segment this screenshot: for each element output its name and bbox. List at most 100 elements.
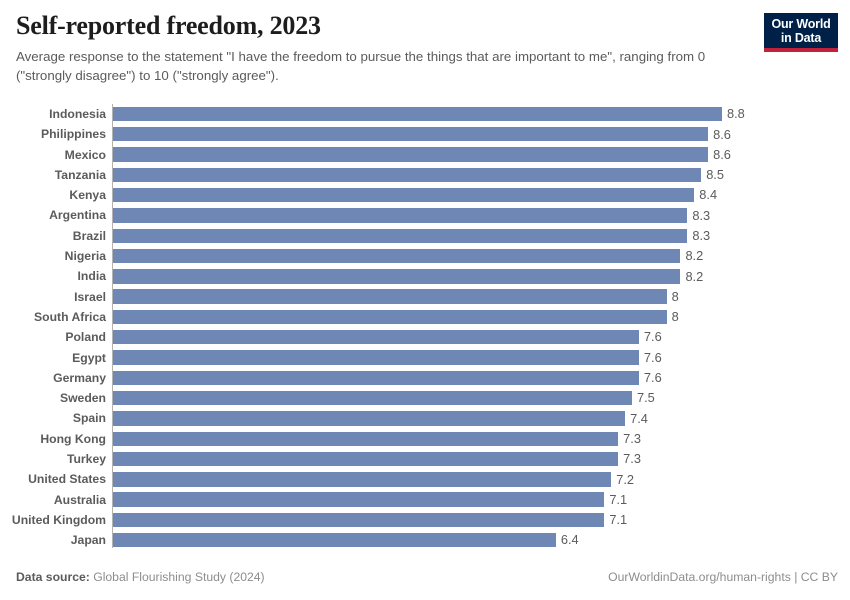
- bar-value-label: 7.3: [623, 430, 641, 446]
- bar-category-label: Egypt: [72, 350, 106, 365]
- bar-value-label: 7.5: [637, 390, 655, 406]
- bar-category-label: Hong Kong: [40, 431, 106, 446]
- bar-row[interactable]: Indonesia 8.8: [0, 104, 850, 124]
- bar-category-label: Turkey: [66, 452, 106, 467]
- bar-row[interactable]: Australia 7.1: [0, 490, 850, 510]
- bar[interactable]: [113, 147, 709, 162]
- data-source-value: Global Flourishing Study (2024): [93, 570, 265, 584]
- bar-value-label: 8: [671, 309, 679, 325]
- bar-category-label: Spain: [72, 411, 106, 426]
- bar-value-label: 7.6: [643, 329, 662, 345]
- bar[interactable]: [113, 431, 619, 446]
- bar-value-label: 6.4: [560, 532, 579, 548]
- bar[interactable]: [113, 228, 688, 243]
- bar-category-label: Sweden: [59, 391, 106, 406]
- bar-track: 8.8: [113, 106, 745, 122]
- bar[interactable]: [113, 187, 695, 203]
- bar-category-label: Argentina: [49, 208, 106, 223]
- bar[interactable]: [113, 289, 667, 304]
- bar-row[interactable]: Japan 6.4: [0, 530, 850, 550]
- bar-row[interactable]: Hong Kong 7.3: [0, 429, 850, 449]
- page-title: Self-reported freedom, 2023: [16, 11, 321, 40]
- bar-category-label: Brazil: [72, 228, 106, 243]
- bar-track: 7.3: [113, 431, 641, 446]
- bar-row[interactable]: Spain 7.4: [0, 408, 850, 428]
- bar-row[interactable]: Israel 8: [0, 287, 850, 307]
- bar-track: 6.4: [113, 532, 579, 548]
- logo-line-2: in Data: [780, 31, 822, 45]
- data-source-label: Data source:: [16, 570, 90, 584]
- bar[interactable]: [113, 370, 639, 386]
- bar-track: 8.6: [113, 147, 731, 162]
- bar-category-label: Kenya: [69, 188, 106, 203]
- bar-track: 7.2: [113, 472, 634, 487]
- plot-area: Indonesia 8.8 Philippines 8.6 Mexico 8.6 Tanza…: [0, 104, 850, 550]
- bar-category-label: Poland: [65, 330, 106, 345]
- bar-row[interactable]: Poland 7.6: [0, 327, 850, 347]
- data-source: Data source: Global Flourishing Study (2…: [16, 570, 265, 584]
- bar-row[interactable]: South Africa 8: [0, 307, 850, 327]
- bar[interactable]: [113, 269, 681, 284]
- bar-track: 7.3: [113, 451, 641, 467]
- bar[interactable]: [113, 127, 709, 142]
- bar-row[interactable]: United Kingdom 7.1: [0, 510, 850, 530]
- bar[interactable]: [113, 208, 688, 223]
- attribution-link[interactable]: OurWorldinData.org/human-rights | CC BY: [608, 570, 838, 584]
- bar-value-label: 8.3: [692, 207, 711, 223]
- bar-value-label: 7.3: [623, 451, 641, 467]
- chart-footer: Data source: Global Flourishing Study (2…: [16, 568, 838, 586]
- bar-row[interactable]: Kenya 8.4: [0, 185, 850, 205]
- bar-row[interactable]: Mexico 8.6: [0, 145, 850, 165]
- bar-row[interactable]: Philippines 8.6: [0, 124, 850, 144]
- bar[interactable]: [113, 330, 639, 345]
- bar[interactable]: [113, 390, 632, 406]
- bar-value-label: 8: [671, 288, 679, 304]
- bar-track: 8.2: [113, 269, 703, 284]
- bar-row[interactable]: Nigeria 8.2: [0, 246, 850, 266]
- bar-category-label: Mexico: [64, 147, 106, 162]
- bar-row[interactable]: India 8.2: [0, 266, 850, 286]
- bar-track: 7.6: [113, 350, 662, 365]
- bar-row[interactable]: Egypt 7.6: [0, 348, 850, 368]
- bar[interactable]: [113, 533, 556, 548]
- bar-category-label: United Kingdom: [11, 512, 106, 527]
- bar-row[interactable]: Brazil 8.3: [0, 226, 850, 246]
- bar-track: 8.6: [113, 127, 731, 142]
- bar-track: 7.1: [113, 492, 627, 507]
- chart-subtitle: Average response to the statement "I hav…: [16, 49, 706, 83]
- bar-track: 7.4: [113, 411, 648, 426]
- bar-value-label: 8.2: [685, 248, 704, 264]
- bar[interactable]: [113, 472, 612, 487]
- bar-track: 8.3: [113, 228, 710, 243]
- bar[interactable]: [113, 309, 667, 325]
- bar[interactable]: [113, 350, 639, 365]
- bar[interactable]: [113, 512, 605, 528]
- bar[interactable]: [113, 248, 681, 264]
- bar-category-label: South Africa: [34, 309, 106, 324]
- bar-track: 8.4: [113, 187, 717, 203]
- bar-row[interactable]: Sweden 7.5: [0, 388, 850, 408]
- bar-track: 7.5: [113, 390, 655, 406]
- bar-track: 8.5: [113, 167, 724, 183]
- bar-row[interactable]: Germany 7.6: [0, 368, 850, 388]
- bar-track: 8: [113, 289, 679, 304]
- bar-row[interactable]: Turkey 7.3: [0, 449, 850, 469]
- our-world-in-data-logo[interactable]: Our World in Data: [764, 13, 838, 52]
- bar-category-label: Philippines: [40, 127, 106, 142]
- bar[interactable]: [113, 451, 619, 467]
- bar-value-label: 8.6: [713, 146, 731, 162]
- bar-category-label: Nigeria: [64, 249, 106, 264]
- bar-value-label: 7.4: [630, 410, 648, 426]
- bar-row[interactable]: United States 7.2: [0, 469, 850, 489]
- bar[interactable]: [113, 167, 702, 183]
- logo-line-1: Our World: [771, 17, 831, 31]
- bar-row[interactable]: Argentina 8.3: [0, 205, 850, 225]
- bar[interactable]: [113, 106, 722, 122]
- bar-row[interactable]: Tanzania 8.5: [0, 165, 850, 185]
- bar-category-label: Australia: [53, 492, 106, 507]
- bar-track: 8: [113, 309, 679, 325]
- bar-track: 7.6: [113, 370, 662, 386]
- bar[interactable]: [113, 411, 626, 426]
- bar-value-label: 7.6: [643, 370, 662, 386]
- bar[interactable]: [113, 492, 605, 507]
